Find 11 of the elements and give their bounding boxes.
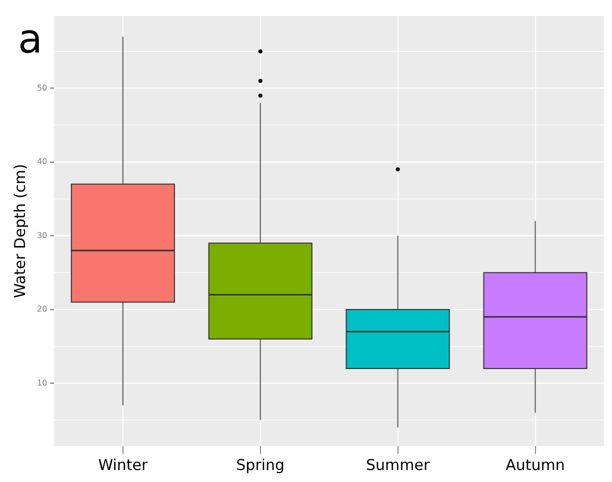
x-tick-label: Winter [98,456,148,474]
y-axis-title: Water Depth (cm) [10,164,29,298]
x-tick-label: Summer [366,456,430,474]
y-tick-label: 10 [36,378,48,388]
y-tick-label: 20 [36,304,48,314]
y-tick-label: 50 [36,83,48,92]
y-tick-label: 40 [36,157,48,166]
text: a [18,16,43,62]
x-tick-label: Spring [236,456,285,474]
y-tick-label: 30 [36,230,48,240]
x-tick-label: Autumn [506,456,565,474]
